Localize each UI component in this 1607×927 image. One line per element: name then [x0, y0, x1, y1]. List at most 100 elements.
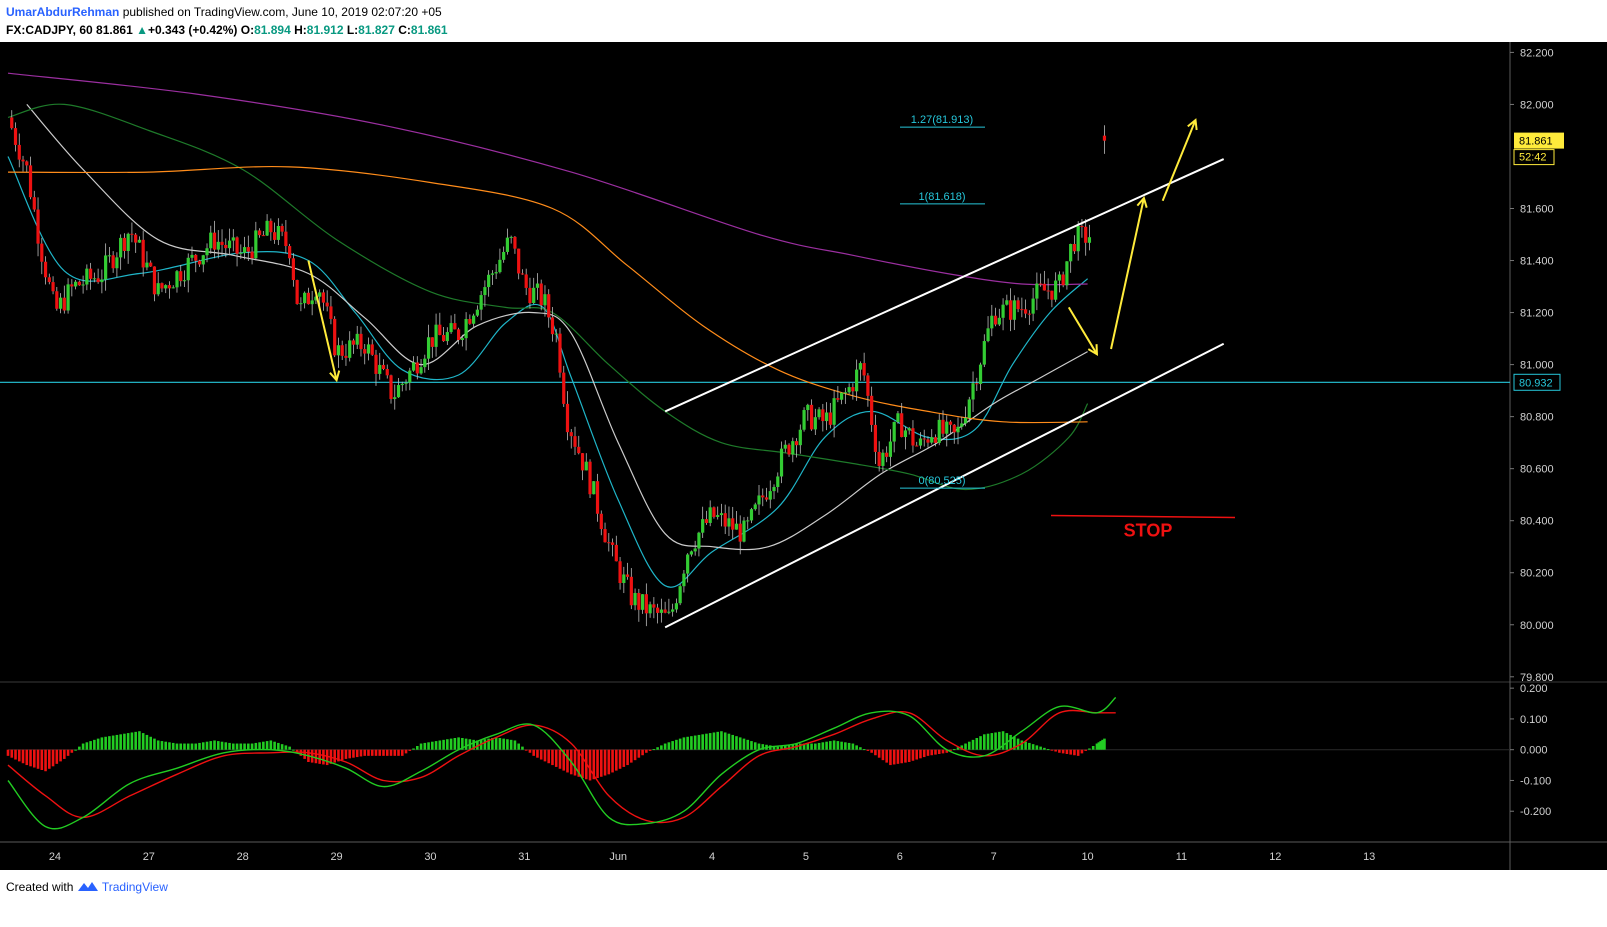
- candle-body: [261, 235, 265, 237]
- candle-body: [457, 329, 461, 341]
- macd-bar: [678, 738, 682, 750]
- candle: [1008, 288, 1013, 332]
- candle: [1102, 125, 1107, 154]
- candle: [415, 356, 419, 380]
- macd-bar: [198, 742, 201, 750]
- candle: [618, 557, 622, 590]
- candle-body: [772, 487, 776, 492]
- candle: [434, 313, 438, 357]
- last-price-label: 81.861: [1519, 136, 1553, 148]
- candle: [858, 361, 862, 381]
- candle-body: [986, 328, 990, 342]
- countdown-label: 52:42: [1519, 152, 1547, 164]
- macd-bar: [273, 741, 276, 750]
- candle: [933, 434, 938, 447]
- candle: [1031, 287, 1035, 322]
- candle: [764, 487, 769, 502]
- macd-bar: [581, 749, 584, 778]
- macd-bar: [697, 734, 701, 750]
- macd-bar: [1065, 749, 1069, 754]
- macd-bar: [607, 749, 611, 775]
- candle: [111, 251, 115, 273]
- candle-body: [614, 544, 618, 562]
- candle: [303, 291, 307, 309]
- candle-body: [479, 295, 483, 310]
- macd-bar: [896, 749, 900, 764]
- macd-bar: [539, 749, 543, 760]
- author-link[interactable]: UmarAbdurRehman: [6, 5, 120, 19]
- candle-body: [731, 518, 735, 530]
- candle-body: [749, 509, 754, 521]
- candle-body: [862, 363, 866, 376]
- macd-bar: [134, 731, 137, 750]
- candle-body: [445, 332, 449, 342]
- macd-bar: [382, 749, 385, 756]
- candle: [498, 248, 502, 274]
- macd-tick-label: -0.100: [1520, 775, 1551, 787]
- candle-body: [682, 573, 686, 587]
- candle-body: [186, 257, 190, 281]
- candle-body: [1024, 309, 1028, 314]
- candle: [584, 453, 588, 471]
- candle-body: [918, 438, 923, 446]
- candle: [250, 246, 254, 265]
- arrow-shaft: [1067, 306, 1098, 355]
- candle-body: [1001, 304, 1005, 318]
- candle: [355, 325, 359, 350]
- macd-bar: [370, 749, 374, 756]
- time-tick-label: 5: [803, 851, 809, 863]
- candle: [847, 383, 851, 395]
- candle-body: [17, 144, 21, 160]
- candle: [513, 236, 517, 254]
- moving-average-line: [7, 156, 1089, 588]
- candle-body: [460, 338, 464, 341]
- candle: [652, 597, 656, 619]
- candle: [257, 228, 262, 238]
- candle: [930, 429, 934, 445]
- candle-body: [149, 262, 153, 267]
- candle: [284, 220, 288, 254]
- macd-bar: [138, 731, 141, 750]
- candle: [941, 410, 945, 438]
- candle-body: [644, 594, 648, 614]
- macd-bar: [761, 744, 765, 750]
- candle-body: [1027, 313, 1031, 315]
- candle: [318, 289, 322, 307]
- candle: [749, 507, 754, 524]
- candle: [828, 402, 832, 429]
- macd-bar: [630, 749, 633, 763]
- chart-svg[interactable]: 82.200 82.000 81.600 81.400 81.200 81.000 80.8…: [0, 42, 1607, 870]
- arrow-shaft: [307, 260, 338, 381]
- candle-body: [1035, 283, 1039, 299]
- candle-body: [269, 220, 273, 233]
- candle: [227, 228, 232, 256]
- candle: [798, 424, 802, 454]
- macd-bar: [141, 733, 145, 750]
- candle: [396, 378, 401, 398]
- candle-body: [697, 532, 701, 549]
- macd-bar: [156, 740, 160, 750]
- candle-body: [257, 230, 262, 236]
- candle-body: [396, 385, 401, 398]
- candle-body: [896, 413, 900, 422]
- candle: [40, 237, 44, 275]
- candle: [107, 246, 111, 263]
- macd-bar: [457, 737, 460, 750]
- macd-bar: [656, 747, 659, 750]
- macd-bar: [814, 743, 817, 750]
- candle: [81, 275, 85, 294]
- candle: [1054, 272, 1058, 303]
- chart-area[interactable]: 82.200 82.000 81.600 81.400 81.200 81.000 80.8…: [0, 42, 1607, 870]
- macd-bar: [554, 749, 558, 767]
- macd-bar: [1091, 746, 1095, 750]
- symbol-label[interactable]: FX:CADJPY, 60: [6, 23, 93, 37]
- candle-body: [498, 259, 502, 273]
- tradingview-brand[interactable]: TradingView: [101, 880, 168, 894]
- candle: [832, 389, 836, 438]
- time-tick-label: 31: [518, 851, 530, 863]
- macd-bar: [130, 732, 134, 750]
- macd-bar: [74, 749, 77, 751]
- candle-body: [847, 387, 851, 393]
- candle: [1027, 310, 1031, 325]
- candle: [381, 359, 386, 371]
